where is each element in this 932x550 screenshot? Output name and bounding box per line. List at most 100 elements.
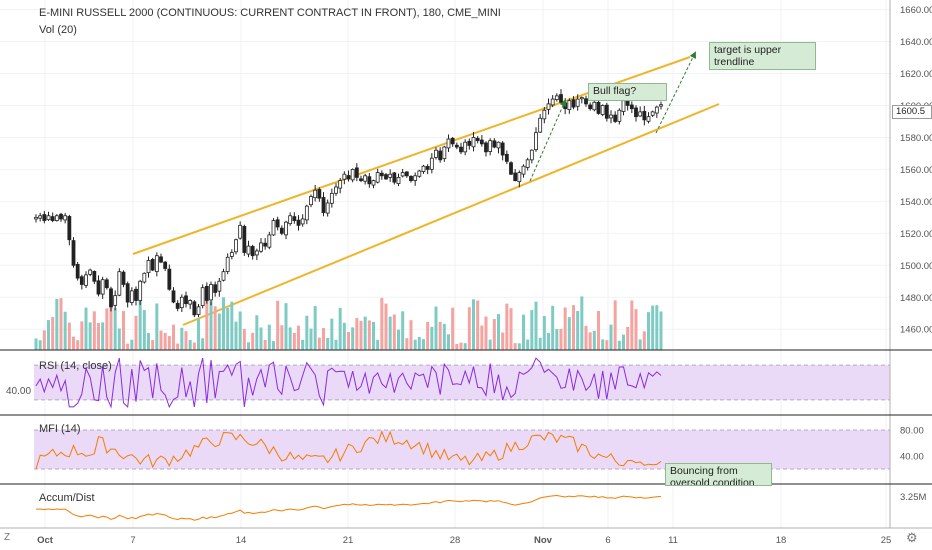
volume-bar: [309, 328, 313, 350]
settings-gear-icon[interactable]: ⚙: [906, 530, 918, 545]
volume-bar: [484, 316, 488, 350]
volume-bar: [359, 320, 363, 350]
candle-body: [300, 218, 305, 225]
volume-bar: [526, 339, 530, 350]
candle-body: [417, 170, 422, 177]
candle-body: [46, 215, 51, 221]
candle-body: [184, 295, 188, 305]
volume-bar: [42, 330, 46, 350]
volume-bar: [413, 339, 417, 350]
volume-bar: [72, 336, 75, 350]
volume-bar: [297, 325, 300, 350]
volume-bar: [292, 332, 296, 350]
volume-bar: [76, 340, 80, 350]
corner-zoom-icon[interactable]: Z: [4, 532, 11, 543]
candle-body: [609, 114, 613, 119]
volume-bar: [392, 314, 396, 350]
candle-body: [129, 290, 134, 303]
candle-body: [188, 300, 193, 305]
accum-dist-label: Accum/Dist: [39, 492, 95, 504]
volume-bar: [192, 342, 196, 350]
volume-bar: [230, 301, 234, 350]
candle-body: [563, 102, 568, 110]
volume-bar: [109, 302, 113, 350]
candle-body: [584, 98, 588, 105]
candle-body: [471, 137, 476, 148]
volume-bar: [176, 343, 180, 350]
volume-bar: [417, 336, 421, 350]
volume-bar: [38, 340, 42, 350]
volume-bar: [459, 342, 463, 350]
candle-body: [546, 103, 551, 110]
volume-bar: [467, 307, 471, 350]
time-tick-label: Nov: [534, 535, 553, 546]
candle-body: [209, 284, 213, 301]
candle-body: [650, 111, 655, 116]
candle-body: [54, 215, 59, 221]
volume-bar: [126, 343, 130, 350]
time-tick-label: 28: [450, 535, 461, 546]
volume-bar: [363, 316, 367, 350]
candle-body: [638, 111, 643, 117]
candle-body: [521, 165, 526, 175]
volume-bars: [34, 296, 663, 350]
volume-bar: [172, 324, 175, 350]
candle-body: [488, 140, 493, 152]
candle-body: [275, 219, 280, 228]
candle-body: [288, 215, 293, 225]
volume-bar: [559, 328, 563, 350]
bull-flag-note[interactable]: Bull flag?: [588, 83, 667, 101]
volume-bar: [342, 322, 346, 350]
time-tick-label: Oct: [37, 535, 54, 546]
candle-body: [179, 296, 184, 309]
price-tick-label: 1520.00: [900, 229, 932, 240]
candle-body: [529, 149, 534, 161]
volume-bar: [242, 328, 246, 350]
candle-body: [642, 111, 647, 121]
volume-bar: [376, 339, 380, 350]
candle-body: [167, 268, 172, 290]
lower-trendline: [182, 103, 720, 326]
price-tick-label: 1560.00: [900, 165, 932, 176]
candle-body: [113, 295, 118, 306]
volume-bar: [138, 300, 142, 350]
candle-body: [67, 216, 72, 241]
candle-body: [496, 141, 501, 149]
volume-bar: [213, 306, 217, 350]
candle-body: [134, 288, 138, 301]
candle-body: [238, 224, 243, 239]
candle-body: [159, 256, 163, 263]
mfi-tick-label: 40.00: [900, 452, 924, 463]
volume-bar: [201, 338, 205, 350]
volume-bar: [51, 317, 55, 350]
volume-bar: [147, 332, 150, 350]
volume-bar: [117, 328, 121, 350]
target-note[interactable]: target is upper trendline: [709, 42, 816, 70]
candle-body: [350, 169, 355, 181]
volume-bar: [547, 333, 550, 350]
candle-body: [475, 137, 480, 142]
price-tick-label: 1620.00: [900, 69, 932, 80]
accum-dist-line: [35, 494, 662, 521]
volume-bar: [180, 327, 184, 350]
volume-bar: [405, 338, 409, 350]
candle-body: [467, 140, 472, 146]
candle-body: [538, 117, 543, 133]
candle-body: [446, 138, 451, 149]
volume-bar: [530, 310, 534, 350]
candle-body: [254, 250, 259, 256]
volume-bar: [397, 329, 400, 350]
candle-body: [334, 186, 338, 194]
bounce-note[interactable]: Bouncing from oversold condition: [665, 463, 772, 486]
candle-body: [125, 283, 130, 303]
candle-body: [592, 101, 597, 111]
rsi-pane: [34, 357, 890, 409]
candle-body: [396, 176, 401, 184]
volume-bar: [384, 303, 388, 350]
volume-bar: [642, 331, 646, 350]
candle-body: [534, 132, 538, 151]
volume-bar: [272, 341, 275, 350]
candle-body: [271, 220, 276, 236]
candle-body: [88, 269, 93, 275]
